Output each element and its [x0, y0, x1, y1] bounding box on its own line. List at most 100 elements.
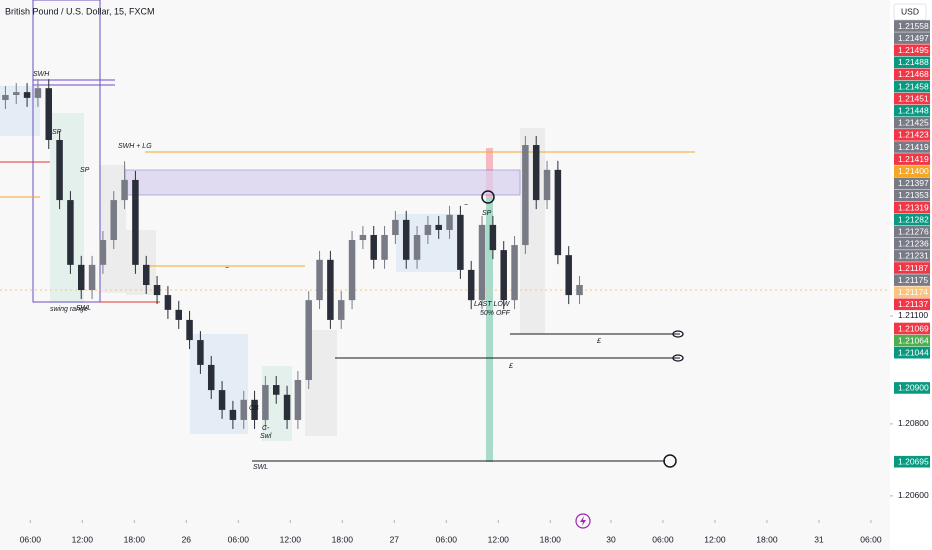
target-icon	[481, 190, 495, 204]
candle-body	[283, 394, 291, 420]
candle-body	[23, 92, 31, 98]
candle-body	[121, 179, 128, 201]
candle-body	[294, 380, 302, 420]
candle-body	[12, 92, 20, 96]
price-tag-label: 1.21558	[898, 21, 929, 31]
target-icon	[663, 454, 677, 468]
price-tag-label: 1.21353	[898, 190, 929, 200]
candle-body	[186, 319, 193, 341]
price-tag	[894, 129, 930, 141]
annotation: SWH	[33, 71, 50, 78]
price-tag	[894, 189, 930, 202]
price-tag	[894, 238, 930, 250]
price-tag-label: 1.20900	[898, 383, 929, 393]
candle-body	[565, 255, 572, 296]
candle-body	[478, 224, 486, 301]
price-tag-label: 1.21419	[898, 154, 929, 164]
candle-body	[500, 250, 507, 301]
annotation: SWL	[76, 305, 91, 312]
price-tag	[894, 286, 930, 298]
candle-body	[229, 409, 237, 420]
candle-body	[359, 234, 367, 241]
price-tag-label: 1.21495	[898, 45, 929, 55]
price-tag	[894, 250, 930, 262]
candle-body	[370, 234, 377, 260]
zone	[126, 230, 156, 295]
annotation: SP	[80, 167, 90, 174]
event-icon[interactable]	[575, 513, 591, 529]
price-tag	[894, 80, 930, 93]
price-tag	[894, 177, 930, 190]
candle-body	[305, 300, 312, 381]
lightning	[580, 516, 586, 526]
price-tag-label: 1.21236	[898, 239, 929, 249]
currency-label: USD	[901, 6, 919, 16]
price-tag	[894, 153, 930, 165]
candle-body	[197, 340, 204, 365]
supply-zone	[124, 169, 521, 196]
candle-body	[381, 234, 388, 260]
price-tag-label: 1.21137	[898, 299, 928, 309]
price-tag-label: 1.21231	[898, 251, 929, 261]
price-tag-label: 1.21497	[898, 33, 929, 43]
x-tick-label: 12:00	[488, 534, 510, 544]
annotation: SP	[52, 129, 62, 136]
price-tag	[894, 298, 930, 311]
y-tick-label: 1.20800	[898, 418, 929, 428]
price-tag-label: 1.21276	[898, 226, 929, 236]
candle-body	[2, 95, 9, 101]
annotation: Swl	[260, 433, 272, 440]
candle-body	[77, 264, 85, 291]
price-tag-label: 1.21419	[898, 142, 929, 152]
price-tag	[894, 225, 930, 238]
candle-body	[348, 240, 356, 301]
candle-body	[446, 214, 453, 230]
annotation: LAST LOW	[474, 301, 511, 308]
candle-body	[67, 200, 74, 265]
annotation: £	[508, 363, 514, 370]
candle-body	[153, 285, 161, 296]
x-tick-label: 26	[182, 534, 192, 544]
annotation: ~	[464, 202, 468, 209]
candle-body	[467, 269, 475, 301]
x-tick-label: 06:00	[652, 534, 674, 544]
candle-body	[175, 309, 182, 320]
annotation: SWL	[253, 464, 268, 471]
x-tick-label: 06:00	[860, 534, 882, 544]
candles	[2, 79, 583, 429]
annotation: SP	[482, 210, 492, 217]
price-tag	[894, 382, 930, 394]
candle-body	[110, 200, 117, 241]
annotation: SWH + LG	[118, 143, 152, 150]
price-tag-label: 1.21187	[898, 263, 928, 273]
price-tag-label: 1.21468	[898, 69, 929, 79]
candle-body	[402, 219, 410, 260]
candle-body	[207, 364, 215, 391]
price-tag-label: 1.21175	[898, 275, 928, 285]
x-tick-label: 30	[606, 534, 616, 544]
price-tag	[894, 68, 930, 81]
price-tag-label: 1.20695	[898, 456, 929, 466]
candle-body	[576, 285, 583, 296]
x-tick-label: 18:00	[540, 534, 562, 544]
price-tag	[894, 201, 930, 214]
annotation: CB	[249, 405, 259, 412]
price-tag-label: 1.21423	[898, 130, 929, 140]
price-tag	[894, 117, 930, 129]
price-tag	[894, 346, 930, 359]
currency-button[interactable]	[893, 3, 927, 21]
y-tick-label: 1.21100	[898, 310, 928, 320]
candle-body	[34, 88, 42, 98]
price-tag	[894, 32, 930, 44]
candle-body	[457, 214, 464, 270]
candle-body	[424, 224, 432, 235]
price-tag	[894, 274, 930, 286]
annotation: 50% OFF	[480, 310, 511, 317]
candle-body	[413, 234, 421, 260]
drawings	[0, 0, 890, 529]
candle-body	[316, 259, 323, 301]
zone	[0, 86, 40, 136]
annotation: C-	[262, 425, 270, 432]
candle-body	[218, 390, 226, 410]
candle-body	[522, 145, 529, 246]
